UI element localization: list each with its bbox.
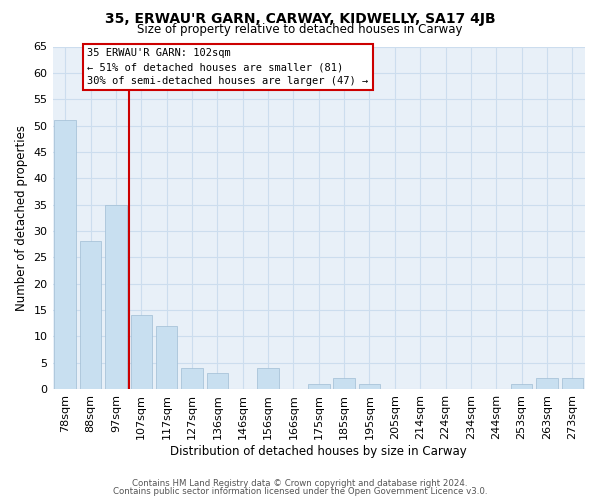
Bar [80, 242, 101, 389]
Bar [334, 378, 355, 389]
Bar [359, 384, 380, 389]
Bar [55, 120, 76, 389]
Bar [536, 378, 558, 389]
Text: 35, ERWAU'R GARN, CARWAY, KIDWELLY, SA17 4JB: 35, ERWAU'R GARN, CARWAY, KIDWELLY, SA17… [104, 12, 496, 26]
Text: Contains HM Land Registry data © Crown copyright and database right 2024.: Contains HM Land Registry data © Crown c… [132, 479, 468, 488]
Text: 35 ERWAU'R GARN: 102sqm
← 51% of detached houses are smaller (81)
30% of semi-de: 35 ERWAU'R GARN: 102sqm ← 51% of detache… [87, 48, 368, 86]
Text: Size of property relative to detached houses in Carway: Size of property relative to detached ho… [137, 24, 463, 36]
Bar [562, 378, 583, 389]
Y-axis label: Number of detached properties: Number of detached properties [15, 124, 28, 310]
X-axis label: Distribution of detached houses by size in Carway: Distribution of detached houses by size … [170, 444, 467, 458]
Bar [511, 384, 532, 389]
Bar [206, 373, 228, 389]
Text: Contains public sector information licensed under the Open Government Licence v3: Contains public sector information licen… [113, 487, 487, 496]
Bar [156, 326, 178, 389]
Bar [181, 368, 203, 389]
Bar [257, 368, 279, 389]
Bar [131, 315, 152, 389]
Bar [308, 384, 329, 389]
Bar [105, 204, 127, 389]
